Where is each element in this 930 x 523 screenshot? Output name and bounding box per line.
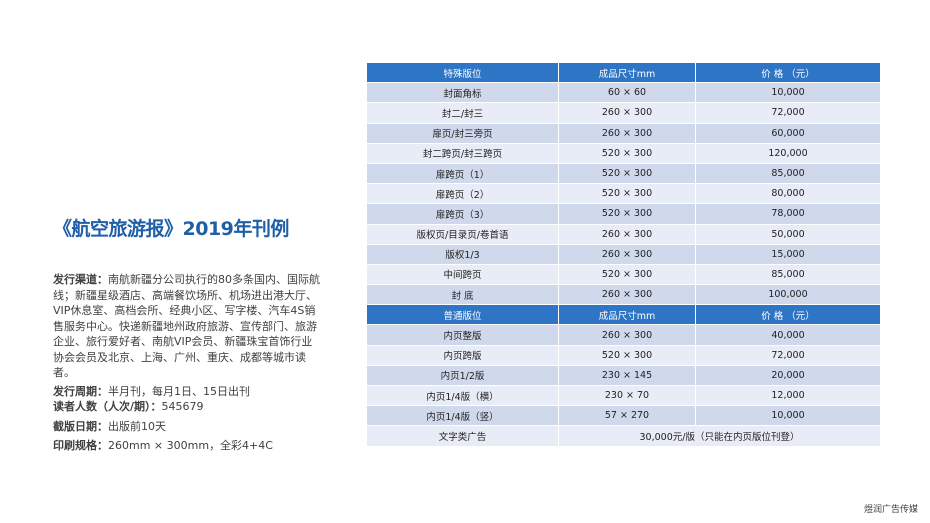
info-channel-label: 发行渠道： xyxy=(53,273,108,286)
table-row: 封 底 260 × 300 100,000 xyxy=(366,284,881,306)
table-cell: 12,000 xyxy=(695,384,881,407)
text-ad-row: 文字类广告 30,000元/版（只能在内页版位刊登） xyxy=(366,425,881,447)
table-row: 内页1/2版 230 × 145 20,000 xyxy=(366,364,881,387)
info-readers: 读者人数（人次/期）：545679 xyxy=(53,399,323,415)
table-cell: 内页1/4版（竖） xyxy=(366,405,559,427)
table-cell: 50,000 xyxy=(695,223,881,245)
table-cell: 中间跨页 xyxy=(366,263,559,286)
table-cell: 260 × 300 xyxy=(558,243,696,265)
table-cell: 扉跨页（1） xyxy=(366,162,559,185)
table-row: 中间跨页 520 × 300 85,000 xyxy=(366,263,881,286)
table-row: 内页1/4版（竖） 57 × 270 10,000 xyxy=(366,405,881,427)
table-cell: 内页1/2版 xyxy=(366,364,559,387)
info-readers-text: 545679 xyxy=(161,400,204,413)
table-cell: 520 × 300 xyxy=(558,344,696,366)
regular-header-row: 普通版位 成品尺寸mm 价 格 （元） xyxy=(366,304,881,326)
table-cell: 520 × 300 xyxy=(558,203,696,225)
table-cell: 60,000 xyxy=(695,122,881,144)
price-table: 特殊版位 成品尺寸mm 价 格 （元） 封面角标 60 × 60 10,000 … xyxy=(366,61,881,447)
table-cell: 80,000 xyxy=(695,183,881,205)
table-cell: 260 × 300 xyxy=(558,324,696,346)
table-header-cell: 普通版位 xyxy=(366,304,559,326)
info-deadline: 截版日期：出版前10天 xyxy=(53,419,323,435)
table-cell: 230 × 70 xyxy=(558,384,696,407)
table-header-cell: 成品尺寸mm xyxy=(558,61,696,84)
info-channel: 发行渠道：南航新疆分公司执行的80多条国内、国际航线；新疆星级酒店、高端餐饮场所… xyxy=(53,272,323,381)
table-cell: 230 × 145 xyxy=(558,364,696,387)
table-cell: 版权页/目录页/卷首语 xyxy=(366,223,559,245)
table-cell: 版权1/3 xyxy=(366,243,559,265)
table-cell: 扉跨页（2） xyxy=(366,183,559,205)
table-cell: 72,000 xyxy=(695,102,881,124)
table-row: 扉跨页（3） 520 × 300 78,000 xyxy=(366,203,881,225)
table-cell: 85,000 xyxy=(695,263,881,286)
info-period-label: 发行周期： xyxy=(53,384,108,398)
table-header-cell: 价 格 （元） xyxy=(695,61,881,84)
table-row: 扉跨页（1） 520 × 300 85,000 xyxy=(366,162,881,185)
table-row: 扉页/封三旁页 260 × 300 60,000 xyxy=(366,122,881,144)
info-spec-label: 印刷规格： xyxy=(53,439,108,452)
table-cell: 10,000 xyxy=(695,405,881,427)
table-cell: 内页整版 xyxy=(366,324,559,346)
table-header-cell: 特殊版位 xyxy=(366,61,559,84)
footer-brand: 煜润广告传媒 xyxy=(863,505,918,515)
table-cell: 10,000 xyxy=(695,82,881,104)
info-period: 发行周期：半月刊，每月1日、15日出刊 xyxy=(53,384,323,400)
table-cell: 内页跨版 xyxy=(366,344,559,366)
table-row: 内页跨版 520 × 300 72,000 xyxy=(366,344,881,366)
table-cell: 260 × 300 xyxy=(558,122,696,144)
table-cell: 封 底 xyxy=(366,284,559,306)
table-cell: 57 × 270 xyxy=(558,405,696,427)
table-row: 内页1/4版（横） 230 × 70 12,000 xyxy=(366,384,881,407)
table-cell: 扉跨页（3） xyxy=(366,203,559,225)
table-row: 内页整版 260 × 300 40,000 xyxy=(366,324,881,346)
table-header-cell: 成品尺寸mm xyxy=(558,304,696,326)
price-table-body: 特殊版位 成品尺寸mm 价 格 （元） 封面角标 60 × 60 10,000 … xyxy=(366,61,881,447)
table-header-cell: 价 格 （元） xyxy=(695,304,881,326)
table-cell: 扉页/封三旁页 xyxy=(366,122,559,144)
info-spec-text: 260mm × 300mm，全彩4+4C xyxy=(108,439,273,452)
table-cell: 15,000 xyxy=(695,243,881,265)
info-period-text: 半月刊，每月1日、15日出刊 xyxy=(108,384,250,398)
table-row: 版权页/目录页/卷首语 260 × 300 50,000 xyxy=(366,223,881,245)
publication-info: 发行渠道：南航新疆分公司执行的80多条国内、国际航线；新疆星级酒店、高端餐饮场所… xyxy=(53,272,323,457)
table-cell: 260 × 300 xyxy=(558,284,696,306)
info-deadline-text: 出版前10天 xyxy=(108,419,166,433)
info-readers-label: 读者人数（人次/期）： xyxy=(53,400,162,413)
table-cell: 520 × 300 xyxy=(558,183,696,205)
table-row: 封面角标 60 × 60 10,000 xyxy=(366,82,881,104)
table-row: 扉跨页（2） 520 × 300 80,000 xyxy=(366,183,881,205)
table-cell: 封面角标 xyxy=(366,82,559,104)
text-ad-value: 30,000元/版（只能在内页版位刊登） xyxy=(558,425,881,447)
table-cell: 520 × 300 xyxy=(558,142,696,164)
table-cell: 85,000 xyxy=(695,162,881,185)
table-row: 封二/封三 260 × 300 72,000 xyxy=(366,102,881,124)
table-row: 封二跨页/封三跨页 520 × 300 120,000 xyxy=(366,142,881,164)
table-cell: 120,000 xyxy=(695,142,881,164)
table-cell: 60 × 60 xyxy=(558,82,696,104)
text-ad-label: 文字类广告 xyxy=(366,425,559,447)
table-cell: 520 × 300 xyxy=(558,263,696,286)
info-channel-text: 南航新疆分公司执行的80多条国内、国际航线；新疆星级酒店、高端餐饮场所、机场进出… xyxy=(53,273,320,379)
table-cell: 内页1/4版（横） xyxy=(366,384,559,407)
table-cell: 40,000 xyxy=(695,324,881,346)
table-cell: 260 × 300 xyxy=(558,223,696,245)
table-row: 版权1/3 260 × 300 15,000 xyxy=(366,243,881,265)
table-cell: 72,000 xyxy=(695,344,881,366)
table-cell: 520 × 300 xyxy=(558,162,696,185)
page-title: 《航空旅游报》2019年刊例 xyxy=(53,218,289,240)
info-spec: 印刷规格：260mm × 300mm，全彩4+4C xyxy=(53,438,323,454)
table-cell: 封二/封三 xyxy=(366,102,559,124)
table-cell: 100,000 xyxy=(695,284,881,306)
table-cell: 78,000 xyxy=(695,203,881,225)
table-cell: 封二跨页/封三跨页 xyxy=(366,142,559,164)
special-header-row: 特殊版位 成品尺寸mm 价 格 （元） xyxy=(366,61,881,84)
table-cell: 260 × 300 xyxy=(558,102,696,124)
table-cell: 20,000 xyxy=(695,364,881,387)
info-deadline-label: 截版日期： xyxy=(53,419,108,433)
